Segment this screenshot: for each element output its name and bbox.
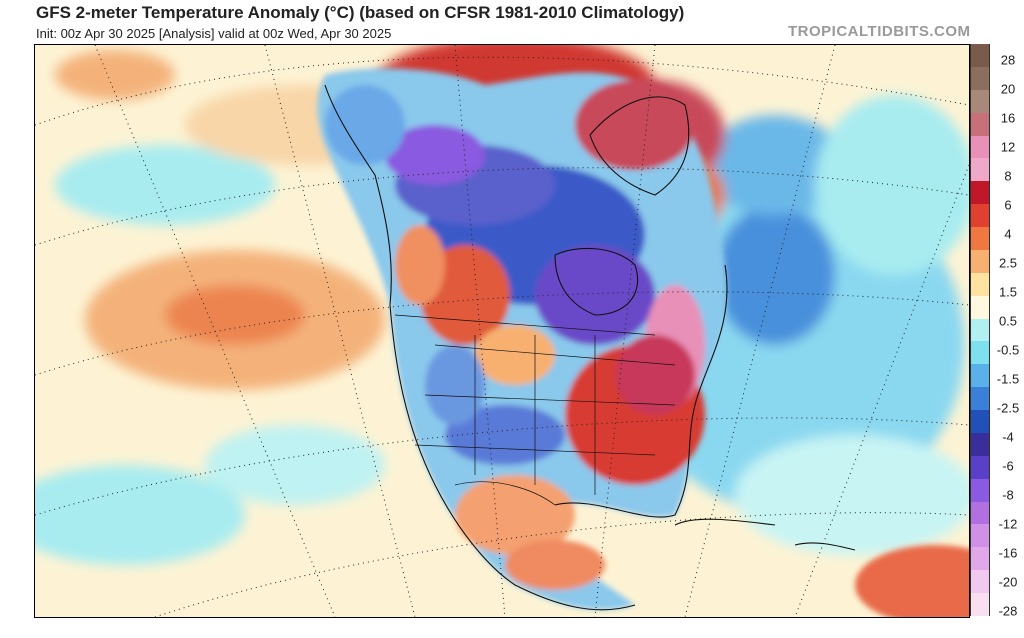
colorbar-swatch: [970, 341, 990, 365]
colorbar-label: 6: [1004, 197, 1012, 213]
colorbar-label: -28: [998, 603, 1018, 619]
colorbar-label: -6: [1002, 458, 1014, 474]
colorbar-swatch: [970, 204, 990, 228]
colorbar-label: -12: [998, 516, 1018, 532]
source-watermark: TROPICALTIDBITS.COM: [788, 23, 971, 40]
colorbar-swatch: [970, 478, 990, 503]
colorbar-label: 0.5: [998, 313, 1018, 329]
colorbar-swatch: [970, 455, 990, 480]
colorbar-label: 28: [1000, 52, 1016, 68]
colorbar-label: 20: [1000, 81, 1016, 97]
colorbar-label: -4: [1002, 429, 1014, 445]
colorbar-swatch: [970, 501, 990, 525]
colorbar-label: 1.5: [998, 284, 1018, 300]
colorbar-swatch: [970, 547, 990, 571]
colorbar-swatch: [970, 181, 990, 205]
colorbar-swatch: [970, 570, 990, 594]
colorbar-legend: 28 20 16 12 8 6 4 2.5 1.5 0.5 -0.5 -1.5 -2.5 -4 -6 -8 -1…: [968, 44, 1024, 619]
colorbar-label: -8: [1002, 487, 1014, 503]
colorbar-label: -16: [998, 545, 1018, 561]
map-title: GFS 2-meter Temperature Anomaly (°C) (ba…: [36, 3, 685, 22]
colorbar-label: -20: [998, 574, 1018, 590]
colorbar-swatch: [970, 524, 990, 548]
colorbar-swatch: [970, 364, 990, 388]
colorbar-swatch: [970, 112, 990, 136]
colorbar-swatch: [970, 318, 990, 342]
colorbar-swatch: [970, 158, 990, 182]
colorbar-swatch: [970, 89, 990, 114]
colorbar-swatch: [970, 593, 990, 617]
colorbar-swatch: [970, 295, 990, 320]
colorbar-swatch: [970, 432, 990, 457]
colorbar-label: -2.5: [996, 400, 1020, 416]
map-subtitle: Init: 00z Apr 30 2025 [Analysis] valid a…: [36, 26, 392, 41]
colorbar-label: -0.5: [996, 342, 1020, 358]
colorbar-label: -1.5: [996, 371, 1020, 387]
colorbar-swatch: [970, 135, 990, 159]
colorbar-swatch: [970, 227, 990, 251]
colorbar-label: 4: [1004, 226, 1012, 242]
colorbar-swatch: [970, 249, 990, 274]
colorbar-label: 16: [1000, 110, 1016, 126]
colorbar-label: 8: [1004, 168, 1012, 184]
colorbar-label: 12: [1000, 139, 1016, 155]
colorbar-label: 2.5: [998, 255, 1018, 271]
colorbar-swatch: [970, 272, 990, 297]
colorbar-swatch: [970, 44, 990, 68]
colorbar-swatch: [970, 66, 990, 91]
colorbar-swatch: [970, 410, 990, 434]
colorbar-swatch: [970, 387, 990, 411]
anomaly-map: [34, 44, 970, 618]
